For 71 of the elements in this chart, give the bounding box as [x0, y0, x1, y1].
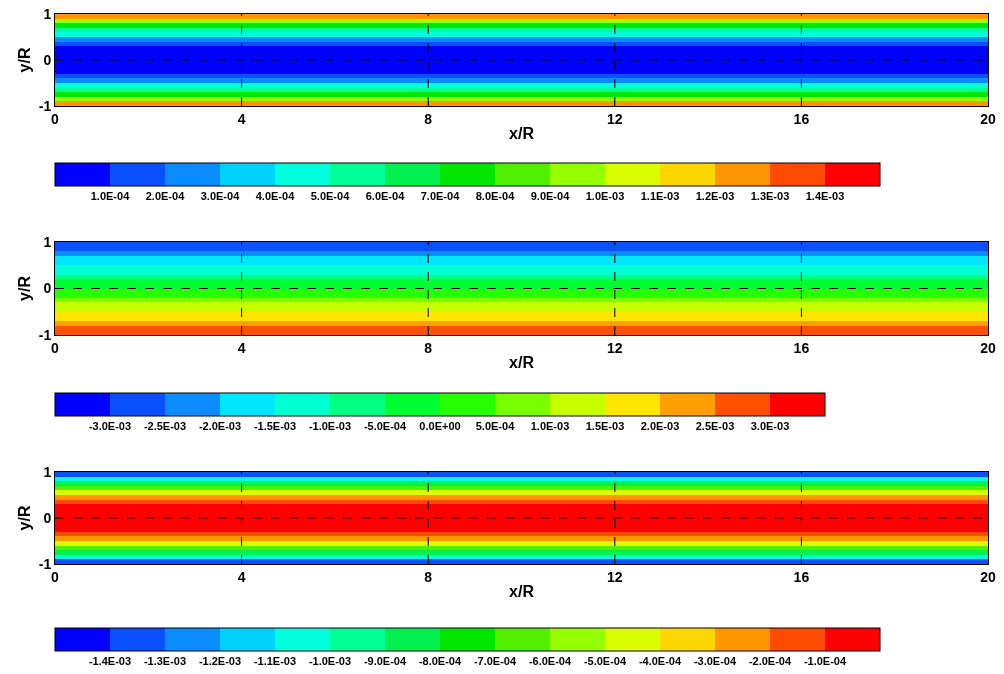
color-bar-label: 1.0E-03 — [530, 420, 570, 433]
color-bar-label: 1.0E-04 — [90, 190, 131, 203]
color-bar-label: 1.5E-03 — [585, 420, 625, 433]
y-tick-label: -1 — [38, 97, 52, 114]
y-tick-label: -1 — [38, 555, 52, 572]
color-bar-label: 5.0E-04 — [475, 420, 516, 433]
x-axis-title: x/R — [509, 583, 535, 601]
x-tick-label: 4 — [237, 568, 246, 585]
color-bar-label: -8.0E-04 — [418, 655, 462, 668]
y-tick-label: 0 — [43, 280, 52, 297]
y-tick-label: 1 — [43, 463, 52, 480]
x-tick-label: 16 — [793, 110, 810, 127]
y-tick-label: 0 — [43, 51, 52, 68]
x-tick-label: 12 — [607, 568, 623, 585]
y-axis-title: y/R — [15, 47, 33, 73]
color-bar-label: -6.0E-04 — [528, 655, 572, 668]
color-bar-label: 2.0E-03 — [640, 420, 680, 433]
color-bar-label: -5.0E-04 — [583, 655, 627, 668]
y-tick-label: -1 — [38, 326, 52, 343]
color-bar-label: 9.0E-04 — [530, 190, 571, 203]
color-bar-label: 1.1E-03 — [640, 190, 680, 203]
x-axis-title: x/R — [509, 354, 535, 372]
color-bar-label: 0.0E+00 — [419, 420, 461, 433]
color-bar-label: -1.0E-04 — [803, 655, 847, 668]
x-tick-label: 20 — [980, 339, 996, 356]
color-bar-label: -2.0E-04 — [748, 655, 792, 668]
x-tick-label: 8 — [424, 110, 433, 127]
color-bar-label: 7.0E-04 — [420, 190, 461, 203]
color-bar-label: -1.5E-03 — [253, 420, 297, 433]
color-bar-label: -1.2E-03 — [198, 655, 242, 668]
x-tick-label: 4 — [237, 339, 246, 356]
color-bar-label: 5.0E-04 — [310, 190, 351, 203]
x-tick-label: 16 — [793, 568, 810, 585]
color-bar-label: 1.4E-03 — [805, 190, 845, 203]
x-tick-label: 8 — [424, 339, 433, 356]
color-bar-label: -1.0E-03 — [308, 655, 352, 668]
color-bar-label: 2.5E-03 — [695, 420, 735, 433]
color-bar-label: -4.0E-04 — [638, 655, 682, 668]
color-bar-label: -5.0E-04 — [363, 420, 407, 433]
color-bar-label: -3.0E-04 — [693, 655, 737, 668]
x-tick-label: 12 — [607, 110, 623, 127]
x-tick-label: 4 — [237, 110, 246, 127]
color-bar-label: 8.0E-04 — [475, 190, 516, 203]
x-tick-label: 8 — [424, 568, 433, 585]
y-tick-label: 1 — [43, 233, 52, 250]
color-bar-label: -1.0E-03 — [308, 420, 352, 433]
y-tick-label: 1 — [43, 5, 52, 22]
color-bar-label: -2.5E-03 — [143, 420, 187, 433]
x-tick-label: 12 — [607, 339, 623, 356]
color-bar-label: 1.0E-03 — [585, 190, 625, 203]
color-bar-label: -2.0E-03 — [198, 420, 242, 433]
y-tick-label: 0 — [43, 509, 52, 526]
color-bar-label: 6.0E-04 — [365, 190, 406, 203]
color-bar-label: -1.3E-03 — [143, 655, 187, 668]
y-axis-title: y/R — [15, 505, 33, 531]
color-bar-label: 1.3E-03 — [750, 190, 790, 203]
color-bar-label: -9.0E-04 — [363, 655, 407, 668]
color-bar-label: 3.0E-04 — [200, 190, 241, 203]
color-bar-label: 2.0E-04 — [145, 190, 186, 203]
color-bar-label: -3.0E-03 — [88, 420, 132, 433]
y-axis-title: y/R — [15, 275, 33, 301]
color-bar-label: -1.4E-03 — [88, 655, 132, 668]
x-tick-label: 20 — [980, 568, 996, 585]
color-bar-label: 1.2E-03 — [695, 190, 735, 203]
x-tick-label: 16 — [793, 339, 810, 356]
color-bar-label: 3.0E-03 — [750, 420, 790, 433]
color-bar-label: -1.1E-03 — [253, 655, 297, 668]
x-tick-label: 20 — [980, 110, 996, 127]
color-bar-label: 4.0E-04 — [255, 190, 296, 203]
color-bar-label: -7.0E-04 — [473, 655, 517, 668]
x-axis-title: x/R — [509, 125, 535, 143]
